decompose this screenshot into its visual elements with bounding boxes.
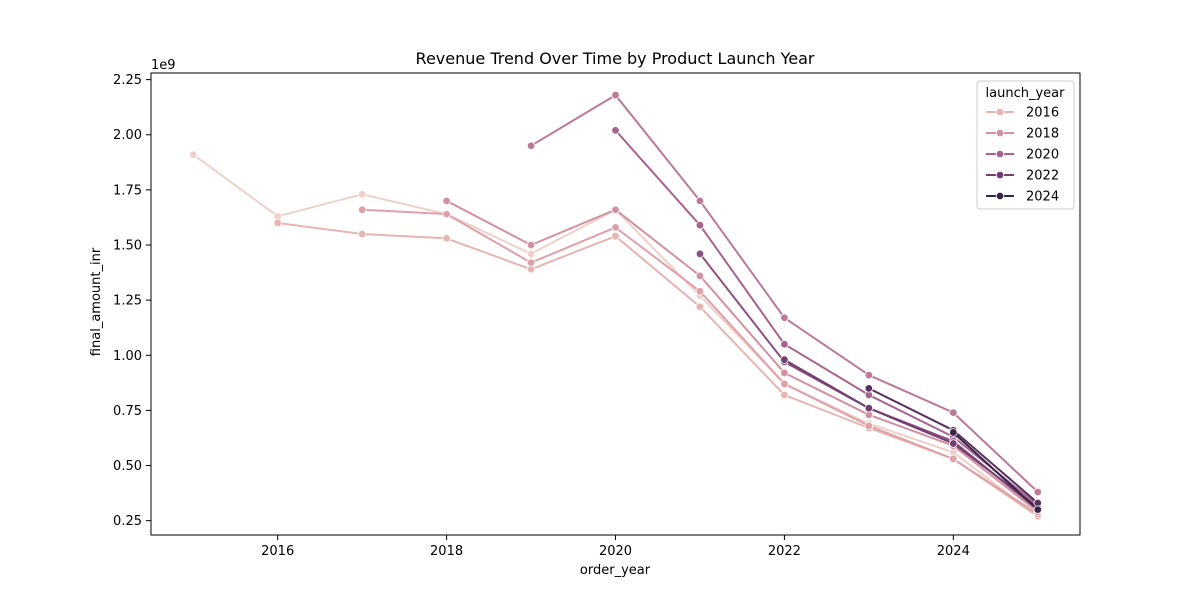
data-point xyxy=(611,90,620,100)
x-tick-label: 2022 xyxy=(768,544,801,559)
data-point xyxy=(611,126,620,135)
legend-label: 2022 xyxy=(1026,169,1059,184)
data-point xyxy=(1033,487,1042,497)
data-point xyxy=(864,403,874,413)
data-point xyxy=(611,223,620,232)
series-group xyxy=(526,90,1042,497)
data-point xyxy=(695,302,705,311)
y-tick-label: 0.75 xyxy=(113,404,142,419)
data-point xyxy=(357,205,367,214)
legend: launch_year 2016 2018 2020 2022 2024 xyxy=(976,80,1075,210)
data-point xyxy=(695,220,705,230)
data-point xyxy=(949,454,958,464)
legend-title: launch_year xyxy=(986,86,1066,101)
data-point xyxy=(780,368,789,378)
y-tick-label: 2.00 xyxy=(113,128,142,143)
series-group xyxy=(357,205,1042,519)
x-tick-label: 2024 xyxy=(937,544,970,559)
legend-label: 2020 xyxy=(1026,148,1059,163)
legend-marker xyxy=(995,107,1005,117)
series-group xyxy=(273,218,1042,521)
y-tick-label: 1.75 xyxy=(113,183,142,198)
y-tick-label: 0.50 xyxy=(113,459,142,474)
data-point xyxy=(780,379,789,389)
data-point xyxy=(357,229,367,239)
data-point xyxy=(949,439,958,448)
x-tick-label: 2018 xyxy=(430,544,463,559)
series-line xyxy=(952,431,1039,511)
x-axis-label: order_year xyxy=(580,563,651,578)
y-tick-label: 1.50 xyxy=(113,239,142,254)
series-line xyxy=(446,200,1039,513)
data-point xyxy=(949,428,958,437)
data-point xyxy=(780,340,789,349)
data-point xyxy=(864,384,874,393)
series-line xyxy=(783,358,1039,509)
data-point xyxy=(526,240,536,250)
data-point xyxy=(780,390,789,400)
y-tick-label: 1.00 xyxy=(113,349,142,364)
legend-marker xyxy=(995,191,1005,201)
data-point xyxy=(1033,505,1042,514)
series-line xyxy=(530,94,1039,493)
y-axis-label: final_amount_inr xyxy=(89,247,104,356)
data-point xyxy=(864,370,874,380)
data-point xyxy=(189,150,198,159)
data-point xyxy=(780,355,789,364)
y-tick-label: 1.25 xyxy=(113,294,142,309)
data-point xyxy=(357,190,367,199)
x-tick-label: 2016 xyxy=(261,544,294,559)
legend-marker xyxy=(995,149,1005,159)
data-point xyxy=(442,234,451,243)
data-point xyxy=(442,209,451,219)
data-point xyxy=(949,408,958,417)
data-point xyxy=(442,196,451,206)
legend-label: 2018 xyxy=(1026,127,1059,142)
legend-label: 2024 xyxy=(1026,190,1059,205)
legend-label: 2016 xyxy=(1026,106,1059,121)
data-point xyxy=(695,249,705,259)
series-line xyxy=(614,129,1039,506)
data-point xyxy=(780,313,789,322)
data-point xyxy=(526,258,536,267)
series-group xyxy=(780,355,1042,512)
data-point xyxy=(611,231,620,241)
chart-title: Revenue Trend Over Time by Product Launc… xyxy=(416,49,815,68)
data-point xyxy=(695,287,705,296)
legend-marker xyxy=(995,128,1005,138)
data-point xyxy=(526,141,536,150)
data-point xyxy=(864,421,874,431)
data-point xyxy=(526,249,536,259)
x-tick-label: 2020 xyxy=(599,544,632,559)
data-point xyxy=(273,218,282,228)
data-point xyxy=(611,205,620,214)
y-axis-offset-label: 1e9 xyxy=(151,58,176,73)
y-tick-label: 2.25 xyxy=(113,73,142,88)
data-point xyxy=(695,271,705,281)
data-point xyxy=(695,196,705,206)
y-tick-label: 0.25 xyxy=(113,514,142,529)
series-line xyxy=(277,222,1039,518)
legend-marker xyxy=(995,170,1005,180)
axis-ticks: 2016 2018 2020 2022 2024 0.25 0.50 0.75 1.00 1.25… xyxy=(113,73,970,559)
series-group xyxy=(949,428,1042,514)
plot-area-frame xyxy=(150,72,1081,536)
series-group xyxy=(442,196,1042,517)
series-lines xyxy=(189,90,1042,521)
